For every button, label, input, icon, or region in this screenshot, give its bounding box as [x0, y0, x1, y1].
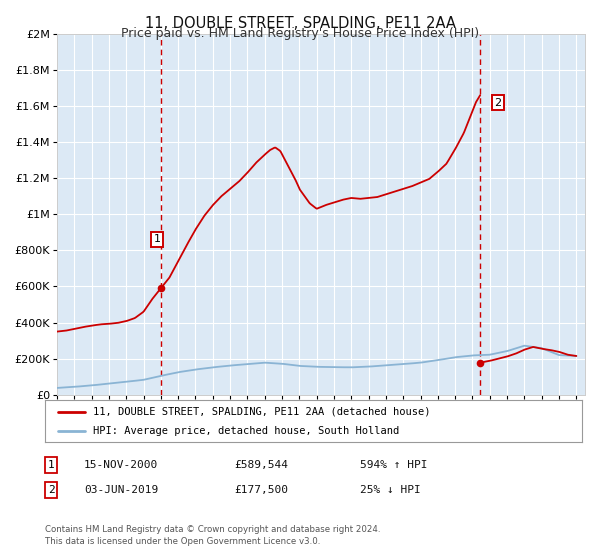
Text: 15-NOV-2000: 15-NOV-2000 — [84, 460, 158, 470]
Text: 25% ↓ HPI: 25% ↓ HPI — [360, 485, 421, 495]
Text: HPI: Average price, detached house, South Holland: HPI: Average price, detached house, Sout… — [94, 426, 400, 436]
Text: Price paid vs. HM Land Registry's House Price Index (HPI): Price paid vs. HM Land Registry's House … — [121, 27, 479, 40]
Text: 03-JUN-2019: 03-JUN-2019 — [84, 485, 158, 495]
Text: 1: 1 — [154, 235, 161, 245]
Text: Contains HM Land Registry data © Crown copyright and database right 2024.
This d: Contains HM Land Registry data © Crown c… — [45, 525, 380, 546]
Text: £177,500: £177,500 — [234, 485, 288, 495]
Text: 1: 1 — [47, 460, 55, 470]
Text: 2: 2 — [494, 97, 501, 108]
Text: 594% ↑ HPI: 594% ↑ HPI — [360, 460, 427, 470]
Text: 2: 2 — [47, 485, 55, 495]
Text: 11, DOUBLE STREET, SPALDING, PE11 2AA (detached house): 11, DOUBLE STREET, SPALDING, PE11 2AA (d… — [94, 407, 431, 417]
Text: £589,544: £589,544 — [234, 460, 288, 470]
Text: 11, DOUBLE STREET, SPALDING, PE11 2AA: 11, DOUBLE STREET, SPALDING, PE11 2AA — [145, 16, 455, 31]
